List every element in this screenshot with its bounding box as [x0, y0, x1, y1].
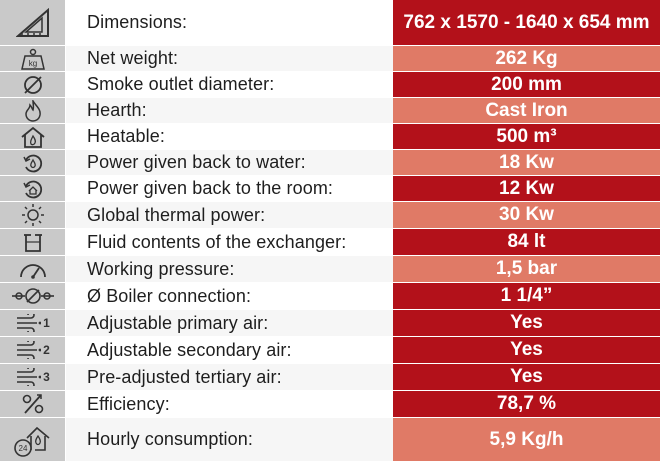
spec-label: Net weight:: [66, 46, 393, 71]
air-primary-number: 1: [43, 316, 50, 330]
table-row: Ø Boiler connection: 1 1/4”: [0, 283, 660, 309]
spec-label: Power given back to water:: [66, 150, 393, 175]
spec-label: Adjustable secondary air:: [66, 337, 393, 363]
weight-kg-text: kg: [28, 59, 36, 68]
spec-label: Hourly consumption:: [66, 418, 393, 461]
pressure-gauge-icon: [0, 256, 66, 282]
table-row: Working pressure: 1,5 bar: [0, 256, 660, 282]
spec-label: Pre-adjusted tertiary air:: [66, 364, 393, 390]
spec-value: Yes: [393, 364, 660, 390]
table-row: 1 Adjustable primary air: Yes: [0, 310, 660, 336]
spec-value: 84 lt: [393, 229, 660, 255]
exchanger-tank-icon: [0, 229, 66, 255]
table-row: Power given back to water: 18 Kw: [0, 150, 660, 175]
spec-label: Global thermal power:: [66, 202, 393, 228]
spec-value: Yes: [393, 337, 660, 363]
spec-value: 18 Kw: [393, 150, 660, 175]
table-row: Global thermal power: 30 Kw: [0, 202, 660, 228]
diameter-icon: [0, 72, 66, 97]
table-row: Dimensions: 762 x 1570 - 1640 x 654 mm: [0, 0, 660, 45]
spec-value: 762 x 1570 - 1640 x 654 mm: [393, 0, 660, 45]
spec-label: Working pressure:: [66, 256, 393, 282]
room-circulation-icon: [0, 176, 66, 201]
spec-value: 200 mm: [393, 72, 660, 97]
air-tertiary-number: 3: [43, 370, 50, 384]
ruler-triangle-icon: [0, 0, 66, 45]
house-flame-icon: [0, 124, 66, 149]
efficiency-percent-icon: [0, 391, 66, 417]
table-row: Heatable: 500 m³: [0, 124, 660, 149]
table-row: Power given back to the room: 12 Kw: [0, 176, 660, 201]
weight-kg-icon: kg: [0, 46, 66, 71]
spec-value: 262 Kg: [393, 46, 660, 71]
spec-value: 12 Kw: [393, 176, 660, 201]
consumption-hours-text: 24: [18, 444, 27, 453]
table-row: Smoke outlet diameter: 200 mm: [0, 72, 660, 97]
spec-value: 5,9 Kg/h: [393, 418, 660, 461]
spec-value: 500 m³: [393, 124, 660, 149]
spec-value: 1,5 bar: [393, 256, 660, 282]
spec-label: Adjustable primary air:: [66, 310, 393, 336]
spec-value: Yes: [393, 310, 660, 336]
table-row: Fluid contents of the exchanger: 84 lt: [0, 229, 660, 255]
spec-label: Power given back to the room:: [66, 176, 393, 201]
air-secondary-icon: 2: [0, 337, 66, 363]
spec-value: 30 Kw: [393, 202, 660, 228]
spec-label: Hearth:: [66, 98, 393, 123]
table-row: 3 Pre-adjusted tertiary air: Yes: [0, 364, 660, 390]
flame-icon: [0, 98, 66, 123]
spec-value: 1 1/4”: [393, 283, 660, 309]
spec-value: Cast Iron: [393, 98, 660, 123]
table-row: 24 Hourly consumption: 5,9 Kg/h: [0, 418, 660, 461]
consumption-clock-icon: 24: [0, 418, 66, 461]
sun-power-icon: [0, 202, 66, 228]
table-row: kg Net weight: 262 Kg: [0, 46, 660, 71]
spec-label: Efficiency:: [66, 391, 393, 417]
spec-label: Heatable:: [66, 124, 393, 149]
air-tertiary-icon: 3: [0, 364, 66, 390]
spec-label: Smoke outlet diameter:: [66, 72, 393, 97]
table-row: 2 Adjustable secondary air: Yes: [0, 337, 660, 363]
spec-label: Ø Boiler connection:: [66, 283, 393, 309]
table-row: Efficiency: 78,7 %: [0, 391, 660, 417]
spec-label: Fluid contents of the exchanger:: [66, 229, 393, 255]
boiler-connection-icon: [0, 283, 66, 309]
spec-label: Dimensions:: [66, 0, 393, 45]
table-row: Hearth: Cast Iron: [0, 98, 660, 123]
air-secondary-number: 2: [43, 343, 50, 357]
water-circulation-icon: [0, 150, 66, 175]
spec-value: 78,7 %: [393, 391, 660, 417]
air-primary-icon: 1: [0, 310, 66, 336]
